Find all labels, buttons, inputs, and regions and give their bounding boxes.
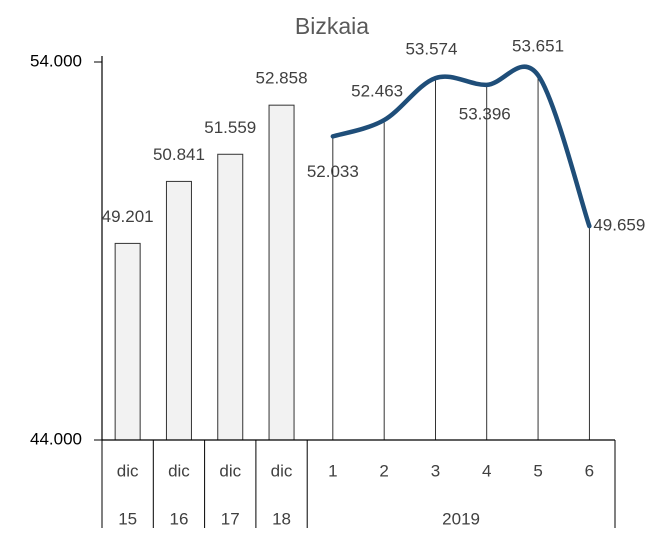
x-tick-label: 2 [379,461,388,480]
data-label: 50.841 [153,145,205,164]
y-tick-label: 54.000 [30,51,82,70]
line [330,64,592,229]
y-tick-label: 44.000 [30,429,82,448]
data-label: 51.559 [204,118,256,137]
data-label: 52.033 [307,162,359,181]
data-label: 52.858 [256,69,308,88]
x-tick-label: 4 [482,461,491,480]
x-group-label: 15 [118,509,137,528]
data-label: 53.651 [512,37,564,56]
x-tick-label: 3 [431,461,440,480]
data-label: 49.201 [102,207,154,226]
data-label: 49.659 [593,216,645,235]
x-tick-label: dic [219,461,241,480]
bar [217,153,244,441]
x-tick-label: 1 [328,461,337,480]
x-tick-label: dic [271,461,293,480]
data-label: 53.396 [459,104,511,123]
x-tick-label: dic [117,461,139,480]
x-tick-label: 5 [533,461,542,480]
data-label: 53.574 [405,40,457,59]
x-group-label: 16 [169,509,188,528]
x-group-label: 17 [221,509,240,528]
x-tick-label: dic [168,461,190,480]
x-group-label: 18 [272,509,291,528]
bar [114,242,141,441]
data-label: 52.463 [351,82,403,101]
chart-title: Bizkaia [295,13,369,39]
bar [268,104,295,441]
x-group-label: 2019 [442,509,480,528]
x-tick-label: 6 [585,461,594,480]
bar [165,180,192,441]
